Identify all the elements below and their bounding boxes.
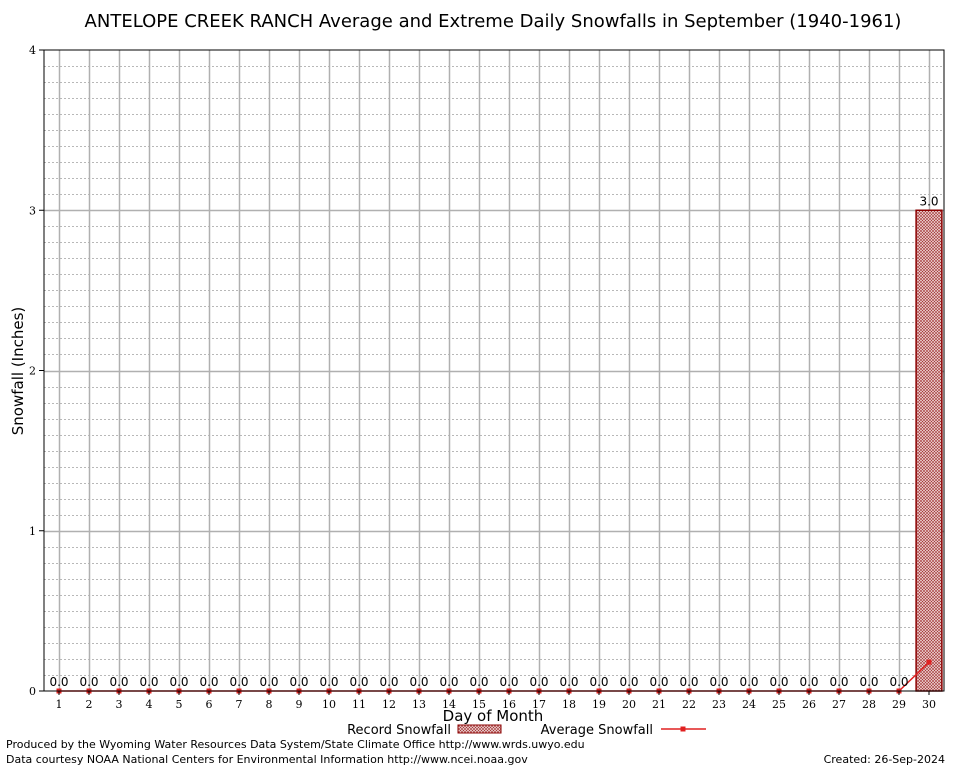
x-tick-label: 29 bbox=[892, 698, 906, 711]
x-tick-label: 17 bbox=[532, 698, 546, 711]
data-label: 0.0 bbox=[529, 675, 548, 689]
grid bbox=[44, 50, 944, 691]
data-label: 0.0 bbox=[649, 675, 668, 689]
x-tick-label: 11 bbox=[352, 698, 366, 711]
x-tick-label: 15 bbox=[472, 698, 486, 711]
data-label: 0.0 bbox=[619, 675, 638, 689]
x-tick-label: 22 bbox=[682, 698, 696, 711]
x-tick-label: 8 bbox=[266, 698, 273, 711]
x-tick-label: 5 bbox=[176, 698, 183, 711]
x-tick-label: 21 bbox=[652, 698, 666, 711]
x-tick-label: 6 bbox=[206, 698, 213, 711]
data-label: 0.0 bbox=[319, 675, 338, 689]
data-label: 0.0 bbox=[169, 675, 188, 689]
x-tick-label: 16 bbox=[502, 698, 516, 711]
data-label: 0.0 bbox=[709, 675, 728, 689]
x-tick-labels: 1 2 3 4 5 6 7 8 9 10 11 12 13 14 15 16 17 18 19 20 21 22 23 24 2… bbox=[56, 691, 936, 711]
x-tick-label: 23 bbox=[712, 698, 726, 711]
legend-average-marker bbox=[680, 726, 686, 732]
x-tick-label: 24 bbox=[742, 698, 756, 711]
legend-record-swatch bbox=[457, 724, 502, 734]
data-label: 0.0 bbox=[349, 675, 368, 689]
chart-title: ANTELOPE CREEK RANCH Average and Extreme… bbox=[85, 11, 902, 32]
data-label: 0.0 bbox=[79, 675, 98, 689]
y-tick-label: 4 bbox=[29, 44, 36, 57]
record-bar bbox=[915, 209, 943, 692]
x-tick-label: 12 bbox=[382, 698, 396, 711]
y-tick-label: 3 bbox=[29, 204, 36, 217]
data-label: 0.0 bbox=[739, 675, 758, 689]
data-label: 0.0 bbox=[439, 675, 458, 689]
y-tick-label: 1 bbox=[29, 525, 36, 538]
y-tick-label: 2 bbox=[29, 365, 36, 378]
x-tick-label: 7 bbox=[236, 698, 243, 711]
data-label: 0.0 bbox=[889, 675, 908, 689]
average-point bbox=[926, 659, 932, 665]
y-tick-label: 0 bbox=[29, 685, 36, 698]
data-label: 0.0 bbox=[139, 675, 158, 689]
data-label: 0.0 bbox=[469, 675, 488, 689]
data-label: 0.0 bbox=[379, 675, 398, 689]
data-label: 0.0 bbox=[49, 675, 68, 689]
x-tick-label: 26 bbox=[802, 698, 816, 711]
x-tick-label: 19 bbox=[592, 698, 606, 711]
y-axis-label: Snowfall (Inches) bbox=[9, 307, 27, 435]
x-tick-label: 18 bbox=[562, 698, 576, 711]
legend-record-label: Record Snowfall bbox=[347, 723, 451, 738]
data-label: 0.0 bbox=[769, 675, 788, 689]
data-label: 0.0 bbox=[499, 675, 518, 689]
x-tick-label: 1 bbox=[56, 698, 63, 711]
legend-average-label: Average Snowfall bbox=[541, 723, 653, 738]
data-label: 0.0 bbox=[259, 675, 278, 689]
x-tick-label: 9 bbox=[296, 698, 303, 711]
x-tick-label: 3 bbox=[116, 698, 123, 711]
x-tick-label: 2 bbox=[86, 698, 93, 711]
x-tick-label: 13 bbox=[412, 698, 426, 711]
x-tick-label: 28 bbox=[862, 698, 876, 711]
data-label: 3.0 bbox=[919, 194, 938, 208]
data-label: 0.0 bbox=[589, 675, 608, 689]
x-tick-label: 4 bbox=[146, 698, 153, 711]
x-tick-label: 30 bbox=[922, 698, 936, 711]
footer-produced-by: Produced by the Wyoming Water Resources … bbox=[6, 738, 585, 751]
footer-created: Created: 26-Sep-2024 bbox=[824, 753, 945, 766]
y-tick-labels: 0 1 2 3 4 bbox=[29, 44, 44, 698]
x-tick-label: 14 bbox=[442, 698, 456, 711]
x-tick-label: 25 bbox=[772, 698, 786, 711]
data-label: 0.0 bbox=[859, 675, 878, 689]
x-tick-label: 27 bbox=[832, 698, 846, 711]
x-tick-label: 20 bbox=[622, 698, 636, 711]
data-label: 0.0 bbox=[409, 675, 428, 689]
data-label: 0.0 bbox=[199, 675, 218, 689]
data-label: 0.0 bbox=[289, 675, 308, 689]
data-label: 0.0 bbox=[109, 675, 128, 689]
data-label: 0.0 bbox=[229, 675, 248, 689]
data-label: 0.0 bbox=[679, 675, 698, 689]
x-tick-label: 10 bbox=[322, 698, 336, 711]
bars bbox=[915, 209, 943, 692]
data-label: 0.0 bbox=[559, 675, 578, 689]
legend: Record Snowfall Average Snowfall bbox=[347, 723, 706, 738]
data-label: 0.0 bbox=[799, 675, 818, 689]
data-label: 0.0 bbox=[829, 675, 848, 689]
x-axis-label: Day of Month bbox=[443, 707, 544, 725]
data-labels: 0.0 0.0 0.0 0.0 0.0 0.0 0.0 0.0 0.0 0.0 0.0 0.0 0.0 0… bbox=[49, 194, 938, 689]
footer-data-courtesy: Data courtesy NOAA National Centers for … bbox=[6, 753, 528, 766]
